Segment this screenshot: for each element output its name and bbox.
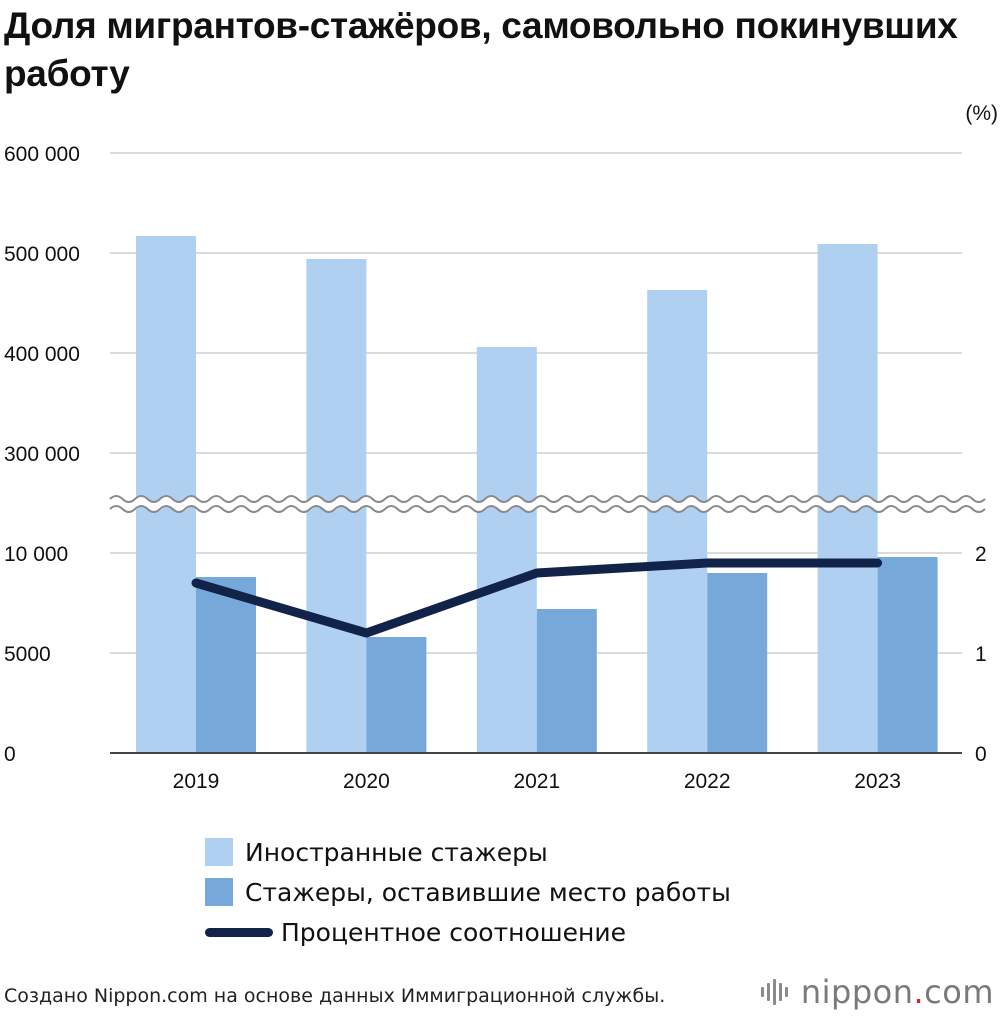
legend-item-runaways: Стажеры, оставившие место работы <box>205 872 731 912</box>
axis-break-line-top <box>109 495 986 503</box>
legend-swatch-runaways <box>205 878 233 906</box>
axis-break-line-bottom <box>109 505 986 513</box>
legend-label-runaways: Стажеры, оставившие место работы <box>245 877 731 907</box>
bar-trainees <box>136 236 196 753</box>
left-tick-label: 500 000 <box>4 243 80 266</box>
left-tick-label: 10 000 <box>4 543 68 566</box>
legend: Иностранные стажеры Стажеры, оставившие … <box>205 832 731 952</box>
brand-wordmark: nippon.com <box>800 973 994 1011</box>
x-tick-label: 2019 <box>173 770 220 793</box>
bar-runaways <box>707 573 768 753</box>
right-axis-unit: (%) <box>965 102 998 125</box>
legend-item-ratio: Процентное соотношение <box>205 912 731 952</box>
left-tick-label: 5000 <box>4 643 51 666</box>
brand-mark-icon <box>760 979 791 1005</box>
bar-trainees <box>476 347 537 753</box>
right-tick-label: 1 <box>975 643 987 666</box>
combo-chart: 600 000 500 000 400 000 300 000 10 000 5000 0 0… <box>4 102 998 793</box>
right-tick-label: 0 <box>975 743 987 766</box>
x-tick-label: 2021 <box>513 770 560 793</box>
legend-label-trainees: Иностранные стажеры <box>245 837 548 867</box>
left-tick-label: 300 000 <box>4 443 80 466</box>
legend-line-ratio <box>205 927 273 937</box>
x-tick-label: 2020 <box>343 770 390 793</box>
brand-logo: nippon.com <box>760 973 994 1011</box>
left-tick-label: 0 <box>4 743 16 766</box>
bar-runaways <box>877 557 938 753</box>
right-tick-label: 2 <box>975 543 987 566</box>
bar-runaways <box>366 637 427 753</box>
bar-runaways <box>196 577 256 753</box>
ratio-line <box>191 558 883 638</box>
left-tick-label: 400 000 <box>4 343 80 366</box>
legend-label-ratio: Процентное соотношение <box>281 917 627 947</box>
bar-runaways <box>536 609 597 753</box>
left-tick-label: 600 000 <box>4 143 80 166</box>
x-tick-label: 2023 <box>854 770 901 793</box>
x-tick-label: 2022 <box>684 770 731 793</box>
legend-item-trainees: Иностранные стажеры <box>205 832 731 872</box>
bar-trainees <box>647 290 708 753</box>
legend-swatch-trainees <box>205 838 233 866</box>
source-note: Создано Nippon.com на основе данных Имми… <box>4 985 666 1007</box>
chart-title: Доля мигрантов-стажёров, самовольно поки… <box>4 5 958 94</box>
